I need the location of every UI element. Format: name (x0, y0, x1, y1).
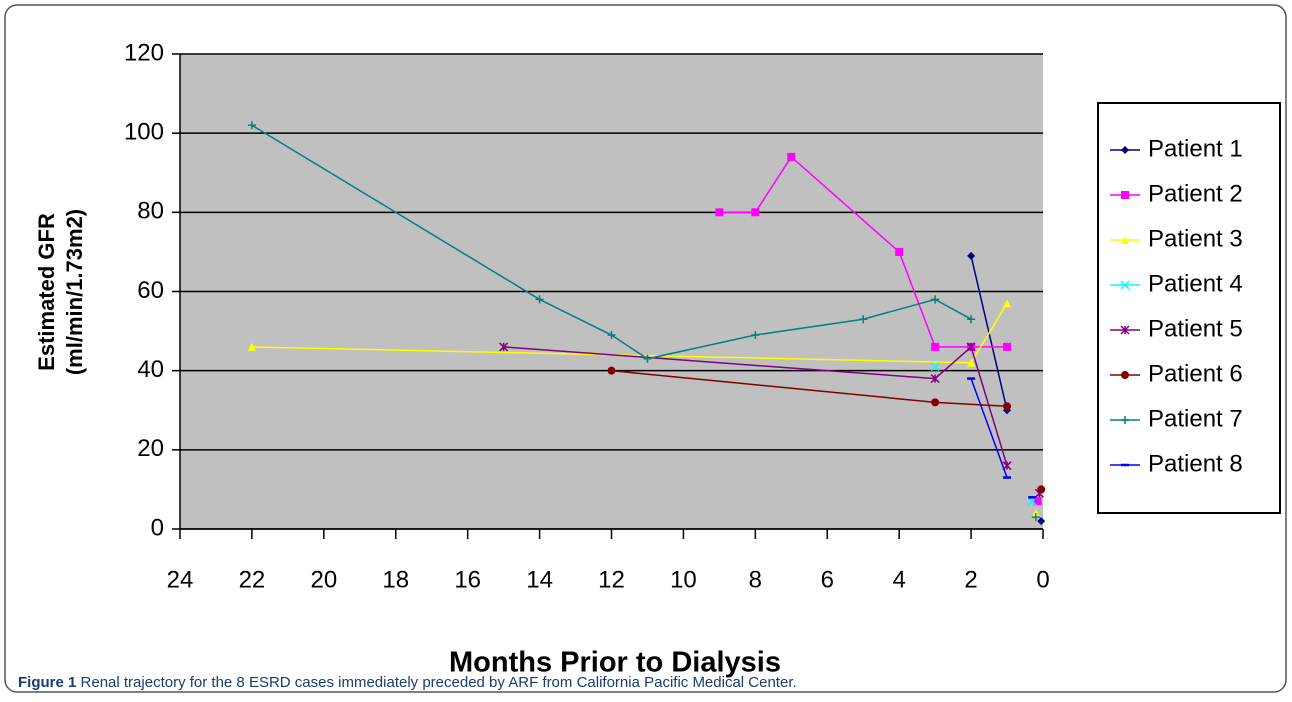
x-tick-label: 2 (964, 566, 977, 593)
marker (751, 331, 760, 340)
marker (1003, 299, 1012, 308)
legend-item: Patient 1 (1110, 135, 1243, 162)
marker (1003, 402, 1012, 411)
marker (1037, 517, 1046, 526)
x-tick-label: 20 (310, 566, 337, 593)
x-tick-label: 24 (167, 566, 194, 593)
marker (967, 251, 976, 260)
caption-label: Figure 1 (18, 674, 76, 691)
x-tick-label: 22 (239, 566, 266, 593)
marker (931, 295, 940, 304)
legend-item: Patient 5 (1110, 315, 1243, 342)
legend-item: Patient 8 (1110, 450, 1243, 477)
x-tick-label: 8 (749, 566, 762, 593)
caption-text: Renal trajectory for the 8 ESRD cases im… (81, 674, 797, 691)
marker (607, 331, 616, 340)
x-tick-label: 16 (454, 566, 481, 593)
marker (931, 342, 940, 351)
marker (1003, 342, 1012, 351)
marker (1121, 146, 1129, 154)
x-tick-label: 14 (526, 566, 553, 593)
y-tick-label: 60 (137, 277, 164, 304)
legend-label: Patient 8 (1148, 450, 1243, 477)
marker (1033, 497, 1042, 506)
caption: Figure 1 Renal trajectory for the 8 ESRD… (18, 674, 797, 691)
marker (859, 315, 868, 324)
marker (1037, 485, 1046, 494)
legend-box (1097, 102, 1281, 514)
marker (751, 208, 760, 217)
marker (930, 374, 940, 384)
marker (1031, 513, 1040, 522)
y-axis-label: Estimated GFR (34, 213, 59, 371)
y-tick-label: 100 (124, 119, 164, 146)
x-tick-label: 10 (670, 566, 697, 593)
marker (499, 342, 509, 352)
x-tick-label: 0 (1036, 566, 1049, 593)
legend-label: Patient 5 (1148, 315, 1243, 342)
legend-item: Patient 7 (1110, 405, 1243, 432)
marker (930, 362, 940, 372)
marker (247, 342, 256, 351)
marker (535, 295, 544, 304)
marker (895, 247, 904, 256)
y-tick-label: 40 (137, 356, 164, 383)
legend-label: Patient 3 (1148, 225, 1243, 252)
x-tick-label: 18 (382, 566, 409, 593)
y-axis-label: (ml/min/1.73m2) (62, 209, 87, 375)
marker (1121, 191, 1129, 199)
marker (787, 152, 796, 161)
marker (966, 342, 976, 352)
x-tick-label: 6 (821, 566, 834, 593)
legend-item: Patient 3 (1110, 225, 1243, 252)
x-tick-label: 12 (598, 566, 625, 593)
y-tick-label: 0 (151, 514, 164, 541)
legend-item: Patient 2 (1110, 180, 1243, 207)
x-tick-label: 4 (892, 566, 905, 593)
y-tick-label: 120 (124, 39, 164, 66)
marker (1121, 236, 1129, 244)
legend-label: Patient 2 (1148, 180, 1243, 207)
marker (247, 121, 256, 130)
marker (967, 358, 976, 367)
marker (607, 366, 616, 375)
marker (1121, 371, 1129, 379)
y-tick-label: 20 (137, 435, 164, 462)
legend-label: Patient 7 (1148, 405, 1243, 432)
marker (1120, 280, 1130, 290)
marker (1121, 416, 1129, 424)
marker (1027, 496, 1037, 506)
legend-item: Patient 4 (1110, 270, 1243, 297)
legend-label: Patient 6 (1148, 360, 1243, 387)
y-tick-label: 80 (137, 198, 164, 225)
x-axis-label: Months Prior to Dialysis (449, 647, 781, 679)
marker (967, 315, 976, 324)
legend-label: Patient 4 (1148, 270, 1243, 297)
marker (643, 354, 652, 363)
marker (1002, 461, 1012, 471)
legend-label: Patient 1 (1148, 135, 1243, 162)
marker (931, 398, 940, 407)
marker (1120, 325, 1130, 335)
legend-item: Patient 6 (1110, 360, 1243, 387)
marker (715, 208, 724, 217)
